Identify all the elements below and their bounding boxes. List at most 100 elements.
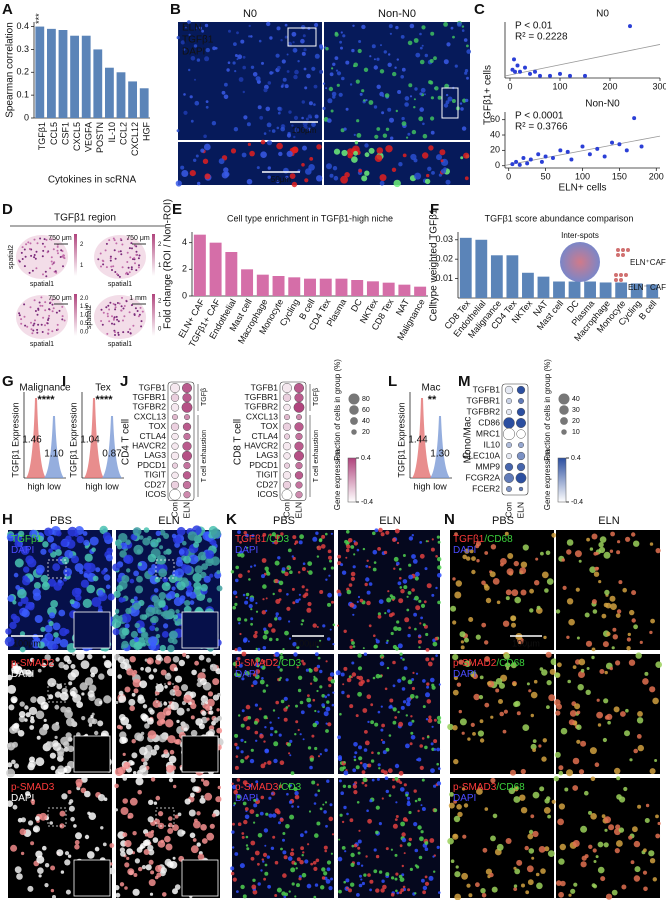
image-cell [82, 531, 88, 536]
channel-label: DAPI [235, 545, 258, 556]
image-cell [306, 883, 312, 889]
spatial-spot [29, 242, 32, 245]
image-cell [67, 790, 72, 794]
image-cell [6, 533, 15, 542]
image-cell [163, 701, 168, 706]
bar [241, 269, 254, 296]
image-cell [595, 552, 599, 556]
image-cell [44, 654, 51, 661]
dot [504, 385, 514, 395]
image-cell [8, 704, 15, 711]
image-cell [126, 856, 130, 861]
image-cell [484, 807, 489, 811]
image-cell [176, 618, 183, 625]
image-cell [215, 796, 222, 803]
image-cell [33, 582, 41, 589]
image-cell [126, 848, 133, 855]
image-cell [316, 783, 319, 786]
scale-label: 50μm [271, 175, 292, 184]
image-cell [232, 846, 235, 849]
image-cell [14, 540, 22, 548]
image-cell [153, 744, 160, 751]
image-cell [63, 664, 69, 670]
image-cell [559, 843, 566, 851]
image-cell [301, 163, 305, 167]
spatial-spot [118, 275, 121, 278]
image-cell [133, 873, 138, 877]
image-cell [13, 763, 19, 769]
image-cell [343, 770, 349, 776]
x-tick-label: 100 [552, 81, 567, 91]
image-cell [50, 600, 58, 608]
image-cell [368, 624, 372, 628]
spatial-spot [51, 298, 54, 301]
image-cell [163, 623, 169, 629]
image-cell [132, 831, 137, 836]
image-cell [437, 600, 441, 605]
image-cell [616, 609, 622, 614]
image-cell [292, 556, 296, 561]
image-cell [541, 669, 548, 676]
image-cell [298, 598, 301, 601]
image-cell [172, 824, 179, 831]
significance: ** [428, 394, 437, 406]
y-axis-label: TGFβ1+ cells [483, 65, 494, 125]
spatial-spot [100, 320, 103, 322]
image-cell [437, 720, 442, 724]
image-cell [298, 540, 303, 545]
image-cell [87, 690, 95, 698]
image-cell [604, 816, 611, 824]
channel-text: DAPI [11, 669, 34, 680]
image-cell [355, 714, 359, 718]
image-cell [287, 704, 290, 707]
zoom-box [47, 807, 67, 827]
image-cell [194, 100, 200, 106]
image-cell [129, 797, 138, 806]
image-cell [11, 662, 18, 669]
scatter-point [610, 140, 615, 145]
image-cell [364, 740, 370, 746]
image-cell [240, 553, 245, 558]
image-cell [262, 659, 266, 664]
image-cell [103, 574, 111, 581]
image-cell [241, 832, 245, 835]
image [338, 654, 440, 774]
image-cell [182, 652, 187, 658]
image-cell [257, 882, 261, 886]
bar [116, 72, 126, 118]
image-cell [461, 872, 468, 880]
image-cell [274, 560, 280, 566]
image-cell [164, 673, 172, 680]
image-cell [273, 758, 278, 764]
spatial-spot [130, 242, 133, 245]
image-cell [213, 717, 219, 723]
image-cell [120, 716, 130, 726]
image-cell [81, 776, 88, 783]
image-cell [69, 599, 75, 605]
image-cell [408, 810, 412, 815]
image-cell [75, 832, 82, 840]
image-cell [511, 622, 516, 628]
channel-label: TGFβ1 [182, 35, 214, 46]
image-cell [426, 699, 432, 704]
image-cell [633, 840, 641, 848]
image-cell [482, 847, 488, 853]
image-cell [271, 129, 276, 133]
image-cell [458, 709, 462, 714]
image-cell [255, 657, 261, 663]
spatial-spot [59, 256, 62, 258]
image-cell [283, 855, 288, 860]
image-cell [259, 679, 265, 685]
colorbar-tick: 2 [80, 242, 84, 248]
image-cell [392, 823, 398, 829]
image-cell [325, 879, 331, 884]
image-cell [303, 48, 307, 52]
image-cell [551, 799, 556, 804]
image-cell [471, 556, 476, 561]
image-cell [649, 686, 656, 693]
x-tick-label: CCL5 [49, 122, 59, 145]
image-cell [381, 723, 385, 728]
image-cell [84, 677, 94, 686]
image-cell [535, 872, 540, 877]
image-cell [428, 145, 434, 151]
